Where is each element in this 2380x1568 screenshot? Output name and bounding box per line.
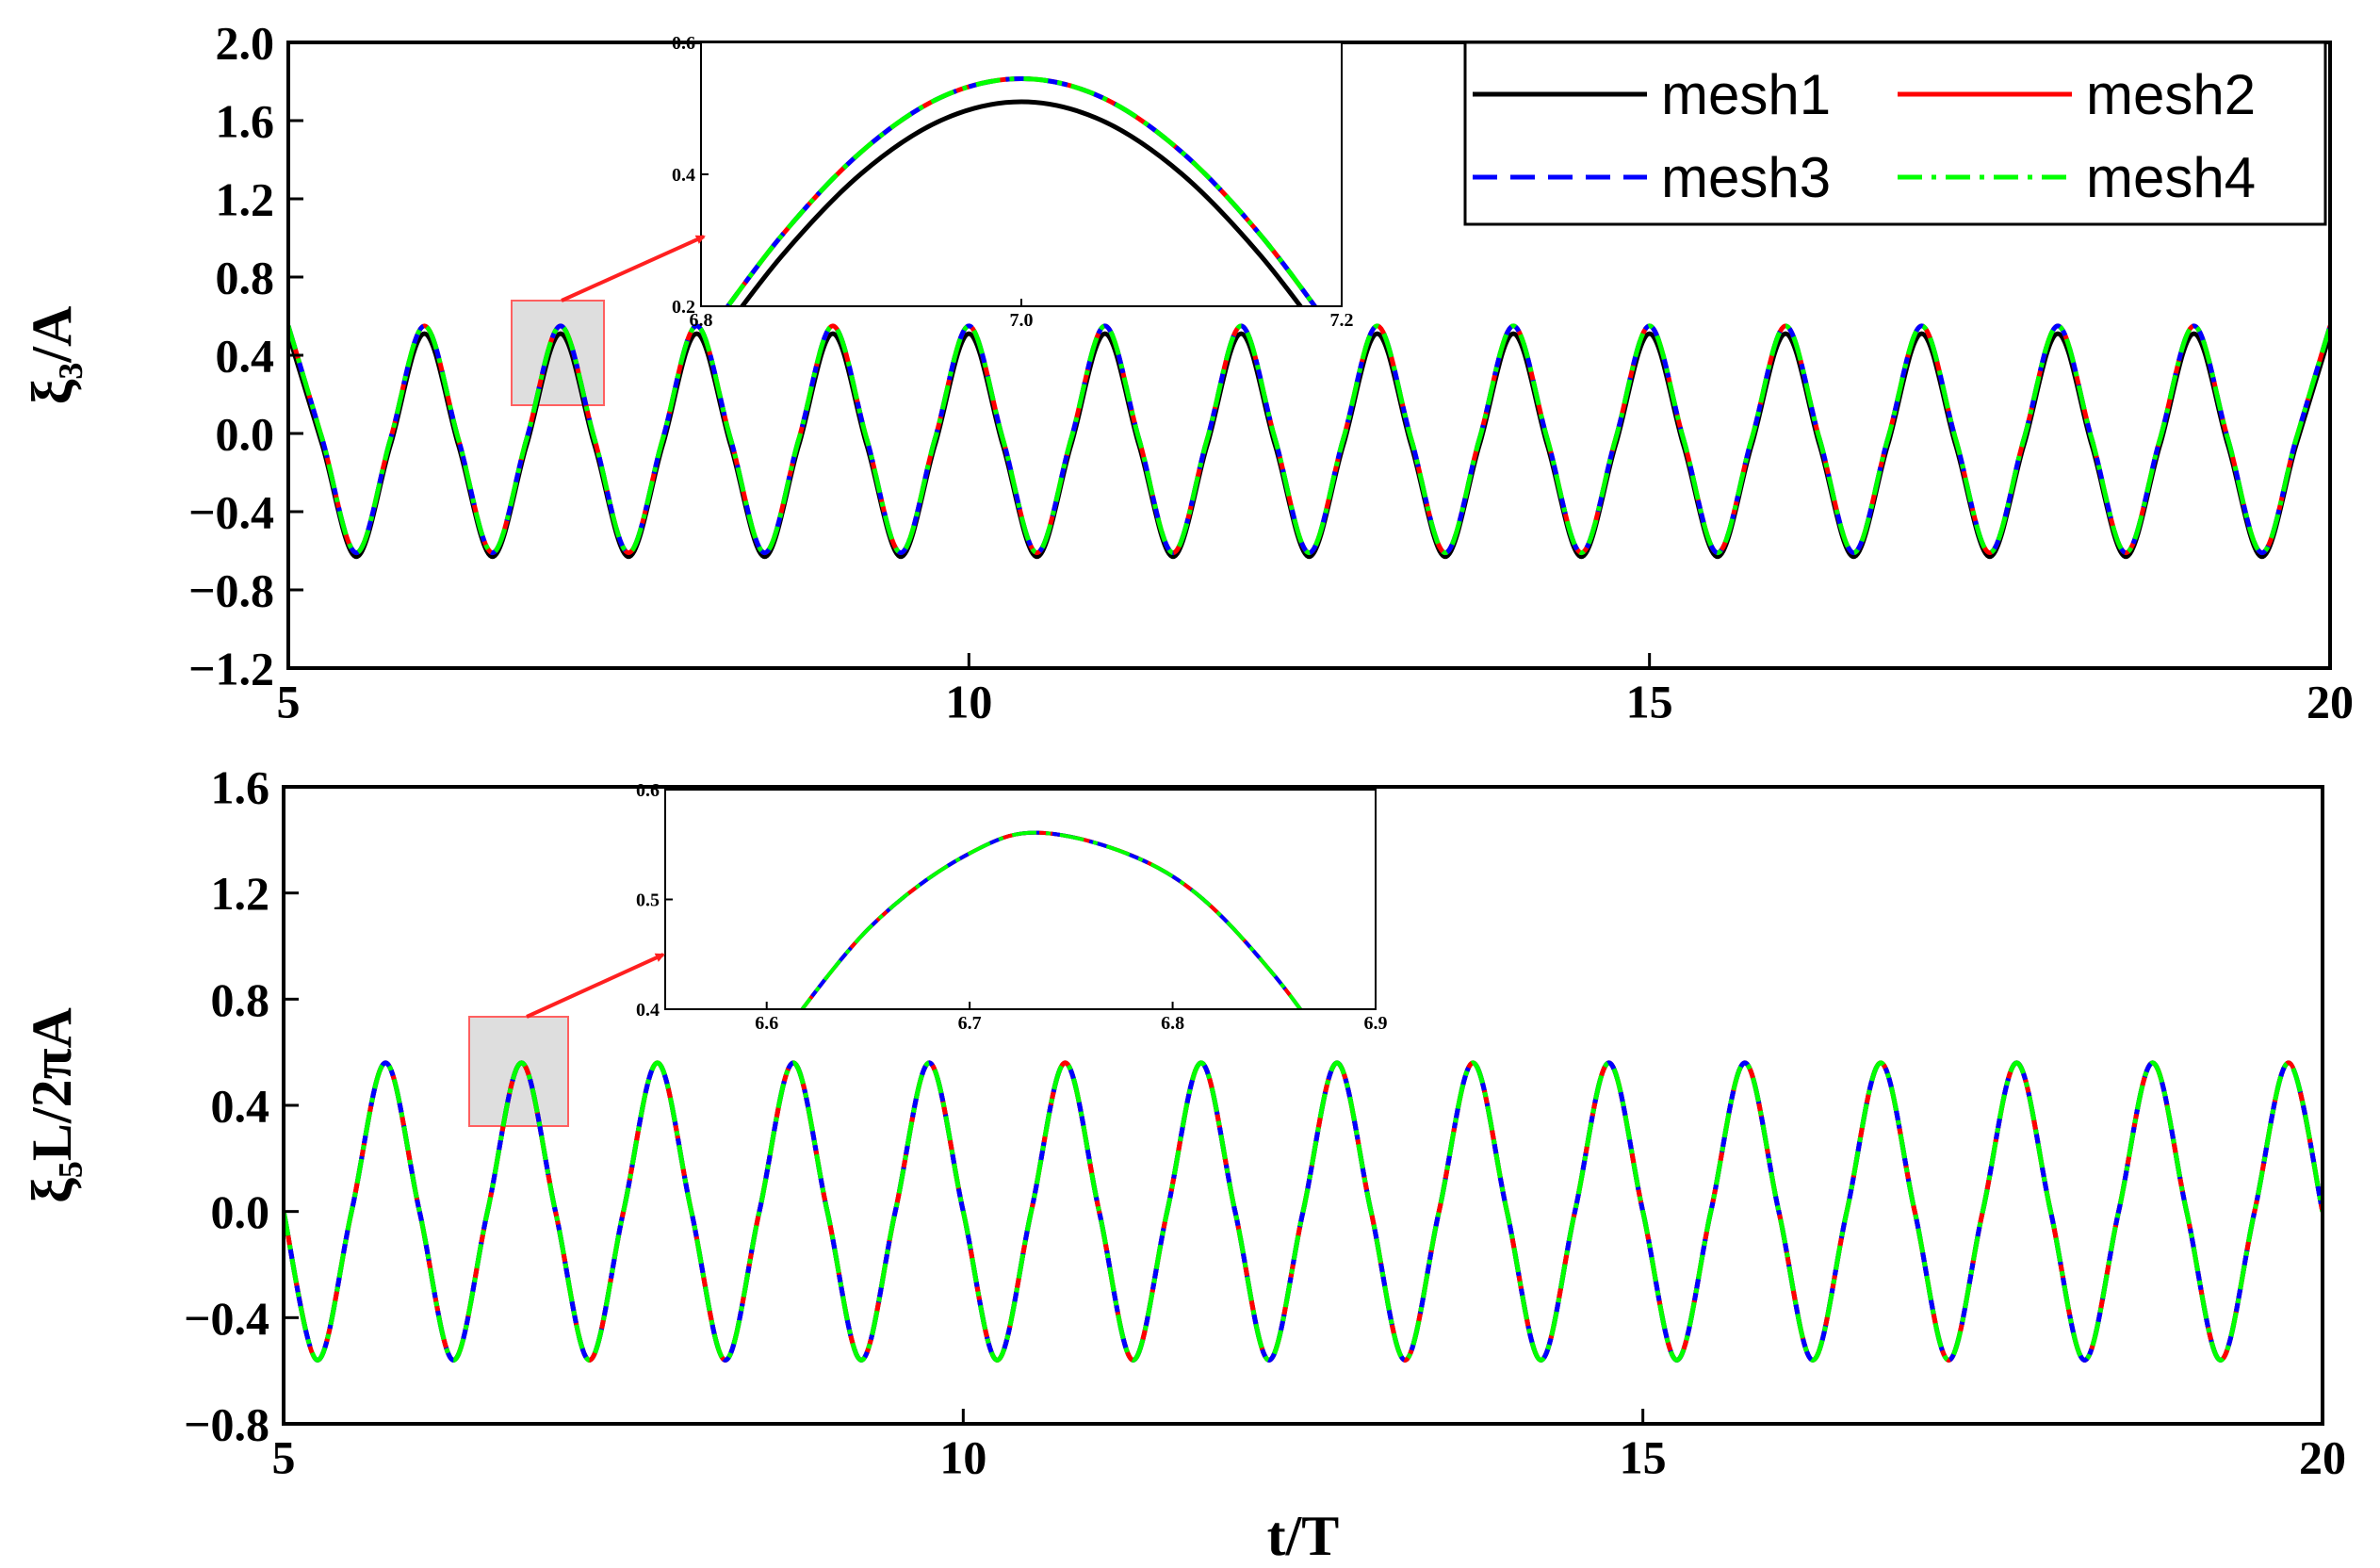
y-tick-label: 0.5 — [636, 890, 660, 911]
y-tick-label: 2.0 — [216, 17, 275, 70]
x-tick-label: 5 — [272, 1431, 296, 1484]
y-tick-label: 0.6 — [636, 780, 660, 801]
x-tick-label: 6.6 — [755, 1013, 778, 1034]
series-line — [725, 75, 1318, 306]
series-line — [799, 830, 1303, 1009]
y-axis-label: ξ₅L/2πA — [21, 1007, 83, 1203]
y-tick-label: 0.4 — [211, 1080, 270, 1133]
y-tick-label: −0.4 — [184, 1292, 269, 1345]
x-tick-label: 15 — [1620, 1431, 1667, 1484]
zoom-arrow — [561, 235, 706, 302]
y-tick-label: −1.2 — [188, 643, 274, 695]
y-tick-label: −0.8 — [184, 1398, 269, 1451]
y-tick-label: 1.6 — [216, 95, 275, 148]
x-tick-label: 20 — [2307, 676, 2354, 728]
y-tick-label: 1.2 — [216, 173, 275, 226]
x-tick-label: 20 — [2299, 1431, 2346, 1484]
panel: 5 10 15 20 −0.8 −0.4 0.0 0.4 0.8 1.2 1.6 ξ₅L/2πA t/T — [21, 761, 2346, 1568]
y-tick-label: 0.4 — [216, 330, 275, 383]
y-tick-label: 0.8 — [216, 252, 275, 304]
y-tick-label: −0.8 — [188, 564, 274, 617]
legend-label: mesh4 — [2086, 146, 2256, 209]
x-tick-label: 6.9 — [1364, 1013, 1388, 1034]
inset-background — [701, 42, 1342, 306]
series-line — [288, 323, 2330, 556]
x-axis-label: t/T — [1267, 1505, 1340, 1567]
y-tick-label: 0.4 — [636, 1000, 660, 1021]
y-tick-label: 0.8 — [211, 973, 270, 1026]
x-tick-label: 5 — [277, 676, 301, 728]
legend-box — [1463, 41, 2327, 226]
inset: 6.8 7.0 7.2 0.2 0.4 0.6 — [672, 33, 1354, 331]
inset: 6.6 6.7 6.8 6.9 0.4 0.5 0.6 — [636, 780, 1388, 1034]
x-tick-label: 10 — [939, 1431, 986, 1484]
legend: mesh1 mesh2 mesh3 mesh4 — [1463, 41, 2327, 226]
series-line — [288, 331, 2330, 560]
y-tick-label: 1.6 — [211, 761, 270, 814]
x-tick-label: 15 — [1626, 676, 1673, 728]
x-tick-label: 7.0 — [1010, 310, 1034, 331]
x-tick-label: 10 — [945, 676, 992, 728]
y-tick-label: 1.2 — [211, 867, 270, 920]
legend-label: mesh2 — [2086, 63, 2256, 126]
legend-label: mesh3 — [1661, 146, 1831, 209]
panel: 5 10 15 20 −1.2 −0.8 −0.4 0.0 0.4 0.8 1.2 1.6 2.0 ξ₃/… — [21, 17, 2354, 728]
x-tick-label: 6.8 — [1161, 1013, 1184, 1034]
legend-label: mesh1 — [1661, 63, 1831, 126]
y-axis-label: ξ₃/A — [21, 306, 83, 405]
x-tick-label: 6.7 — [958, 1013, 982, 1034]
series-line — [284, 1060, 2323, 1363]
y-tick-label: 0.4 — [672, 165, 695, 186]
x-tick-label: 6.8 — [690, 310, 713, 331]
y-tick-label: 0.0 — [216, 408, 275, 461]
x-tick-label: 7.2 — [1330, 310, 1354, 331]
zoom-box — [468, 1016, 569, 1127]
zoom-arrow — [526, 953, 665, 1019]
y-tick-label: −0.4 — [188, 486, 274, 539]
y-tick-label: 0.6 — [672, 33, 695, 54]
zoom-box — [511, 300, 605, 406]
inset-background — [665, 790, 1376, 1009]
y-tick-label: 0.2 — [672, 297, 695, 318]
y-tick-label: 0.0 — [211, 1185, 270, 1238]
series-line — [739, 99, 1304, 306]
